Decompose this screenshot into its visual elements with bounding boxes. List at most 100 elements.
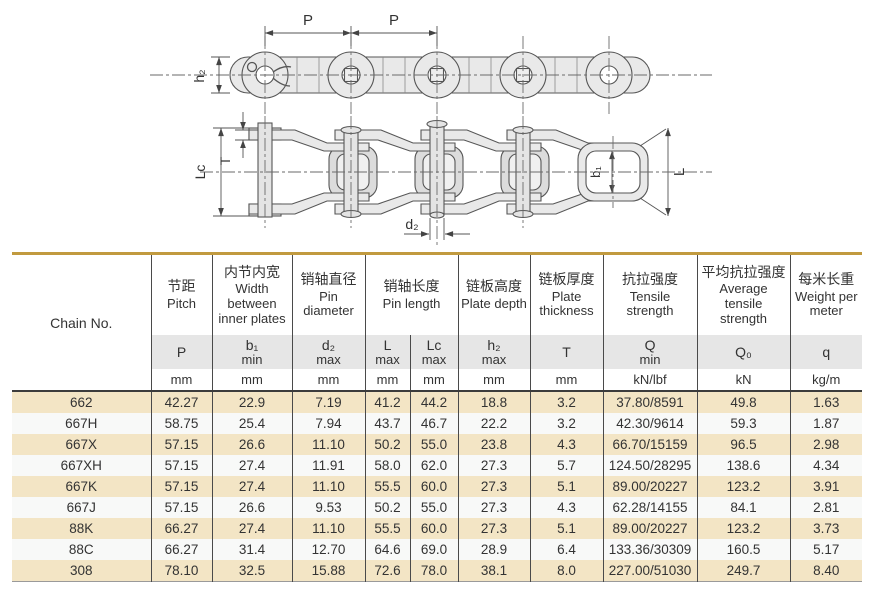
col-header-en: Weight per meter bbox=[794, 288, 858, 319]
value-cell: 50.2 bbox=[364, 497, 410, 518]
value-cell: 6.4 bbox=[529, 539, 604, 560]
symbol: Q bbox=[644, 336, 656, 353]
dim-label-b1: b₁ bbox=[588, 166, 603, 178]
value-cell: 249.7 bbox=[696, 560, 791, 582]
dim-label-t: T bbox=[217, 156, 233, 165]
col-header-en: Pitch bbox=[167, 295, 196, 311]
value-cell: 58.75 bbox=[150, 413, 212, 434]
symbol: Q₀ bbox=[735, 343, 752, 360]
value-cell: 123.2 bbox=[696, 518, 791, 539]
table-row: 88C 66.27 31.4 12.70 64.6 69.0 28.9 6.4 … bbox=[12, 539, 863, 560]
value-cell: 1.63 bbox=[789, 391, 863, 413]
value-cell: 4.3 bbox=[529, 497, 604, 518]
value-cell: 7.94 bbox=[291, 413, 365, 434]
unit-cell: mm bbox=[211, 369, 292, 392]
col-header-cn: 每米长重 bbox=[798, 271, 855, 288]
value-cell: 26.6 bbox=[211, 497, 292, 518]
unit-cell: kN bbox=[696, 369, 791, 392]
col-header-plate-thickness: 链板厚度 Plate thickness bbox=[529, 253, 604, 335]
centerlines-plan-view bbox=[200, 116, 712, 246]
value-cell: 84.1 bbox=[696, 497, 791, 518]
value-cell: 124.50/28295 bbox=[602, 455, 698, 476]
col-header-cn: 平均抗拉强度 bbox=[701, 263, 786, 280]
value-cell: 160.5 bbox=[696, 539, 791, 560]
value-cell: 60.0 bbox=[409, 518, 459, 539]
col-header-en: Plate depth bbox=[461, 295, 527, 311]
value-cell: 15.88 bbox=[291, 560, 365, 582]
dim-pitch bbox=[264, 26, 438, 46]
col-header-cn: 销轴直径 bbox=[300, 271, 357, 288]
col-header-cn: 抗拉强度 bbox=[622, 271, 679, 288]
unit-cell: kN/lbf bbox=[602, 369, 698, 392]
value-cell: 2.98 bbox=[789, 434, 863, 455]
value-cell: 62.0 bbox=[409, 455, 459, 476]
value-cell: 59.3 bbox=[696, 413, 791, 434]
value-cell: 5.7 bbox=[529, 455, 604, 476]
dim-label-p1: P bbox=[303, 12, 313, 29]
col-header-plate-depth: 链板高度 Plate depth bbox=[457, 253, 531, 335]
value-cell: 7.19 bbox=[291, 391, 365, 413]
chain-drawing-svg: P P h₂ bbox=[150, 12, 712, 246]
centerlines-side-view bbox=[150, 36, 712, 114]
chain-no-cell: 667K bbox=[65, 479, 98, 494]
value-cell: 26.6 bbox=[211, 434, 292, 455]
value-cell: 3.73 bbox=[789, 518, 863, 539]
unit-cell: mm bbox=[364, 369, 410, 392]
table-row: 308 78.10 32.5 15.88 72.6 78.0 38.1 8.0 … bbox=[12, 560, 863, 582]
header-names-row: Chain No. 节距 Pitch 内节内宽 Width between inne… bbox=[12, 253, 863, 392]
value-cell: 66.27 bbox=[150, 539, 212, 560]
dim-label-p2: P bbox=[389, 12, 399, 29]
table-row: 662 42.27 22.9 7.19 41.2 44.2 18.8 3.2 3… bbox=[12, 391, 863, 413]
table-row: 667K 57.15 27.4 11.10 55.5 60.0 27.3 5.1… bbox=[12, 476, 863, 497]
col-header-en: Average tensile strength bbox=[719, 281, 768, 326]
value-cell: 22.2 bbox=[457, 413, 531, 434]
value-cell: 227.00/51030 bbox=[602, 560, 698, 582]
cotter-pin-icon bbox=[246, 61, 292, 87]
symbol-cell: b₁ min bbox=[211, 335, 292, 369]
value-cell: 38.1 bbox=[457, 560, 531, 582]
symbol-qualifier: max bbox=[481, 351, 507, 367]
value-cell: 60.0 bbox=[409, 476, 459, 497]
chain-no-cell: 667X bbox=[65, 437, 98, 452]
value-cell: 55.5 bbox=[364, 518, 410, 539]
col-header-average-tensile: 平均抗拉强度 Average tensile strength bbox=[696, 253, 791, 335]
value-cell: 58.0 bbox=[364, 455, 410, 476]
value-cell: 96.5 bbox=[696, 434, 791, 455]
symbol: d₂ bbox=[321, 336, 336, 353]
value-cell: 133.36/30309 bbox=[602, 539, 698, 560]
value-cell: 5.17 bbox=[789, 539, 863, 560]
col-header-inner-width: 内节内宽 Width between inner plates bbox=[211, 253, 292, 335]
col-header-en: Tensile strength bbox=[626, 288, 674, 319]
unit-cell: mm bbox=[291, 369, 365, 392]
value-cell: 62.28/14155 bbox=[602, 497, 698, 518]
symbol-qualifier: max bbox=[375, 351, 400, 367]
value-cell: 5.1 bbox=[529, 518, 604, 539]
value-cell: 57.15 bbox=[150, 434, 212, 455]
value-cell: 72.6 bbox=[364, 560, 410, 582]
technical-drawing: P P h₂ bbox=[0, 0, 873, 250]
symbol-cell: Lc max bbox=[409, 335, 459, 369]
dim-t bbox=[235, 112, 258, 158]
value-cell: 31.4 bbox=[211, 539, 292, 560]
col-header-cn: 链板高度 bbox=[466, 278, 523, 295]
value-cell: 27.3 bbox=[457, 455, 531, 476]
value-cell: 55.5 bbox=[364, 476, 410, 497]
symbol: T bbox=[562, 343, 571, 360]
col-header-pitch: 节距 Pitch bbox=[150, 253, 212, 335]
chain-no-cell: 667J bbox=[66, 500, 96, 515]
value-cell: 64.6 bbox=[364, 539, 410, 560]
value-cell: 55.0 bbox=[409, 497, 459, 518]
col-header-cn: 链板厚度 bbox=[538, 271, 595, 288]
col-header-weight: 每米长重 Weight per meter bbox=[789, 253, 863, 335]
symbol-qualifier: max bbox=[421, 351, 447, 367]
table-row: 88K 66.27 27.4 11.10 55.5 60.0 27.3 5.1 … bbox=[12, 518, 863, 539]
value-cell: 1.87 bbox=[789, 413, 863, 434]
chain-no-cell: 88K bbox=[69, 521, 94, 536]
value-cell: 43.7 bbox=[364, 413, 410, 434]
symbol-cell: d₂ max bbox=[291, 335, 365, 369]
value-cell: 78.10 bbox=[150, 560, 212, 582]
value-cell: 49.8 bbox=[696, 391, 791, 413]
chain-no-cell: 308 bbox=[69, 563, 93, 578]
symbol-cell: Q₀ bbox=[696, 335, 791, 369]
